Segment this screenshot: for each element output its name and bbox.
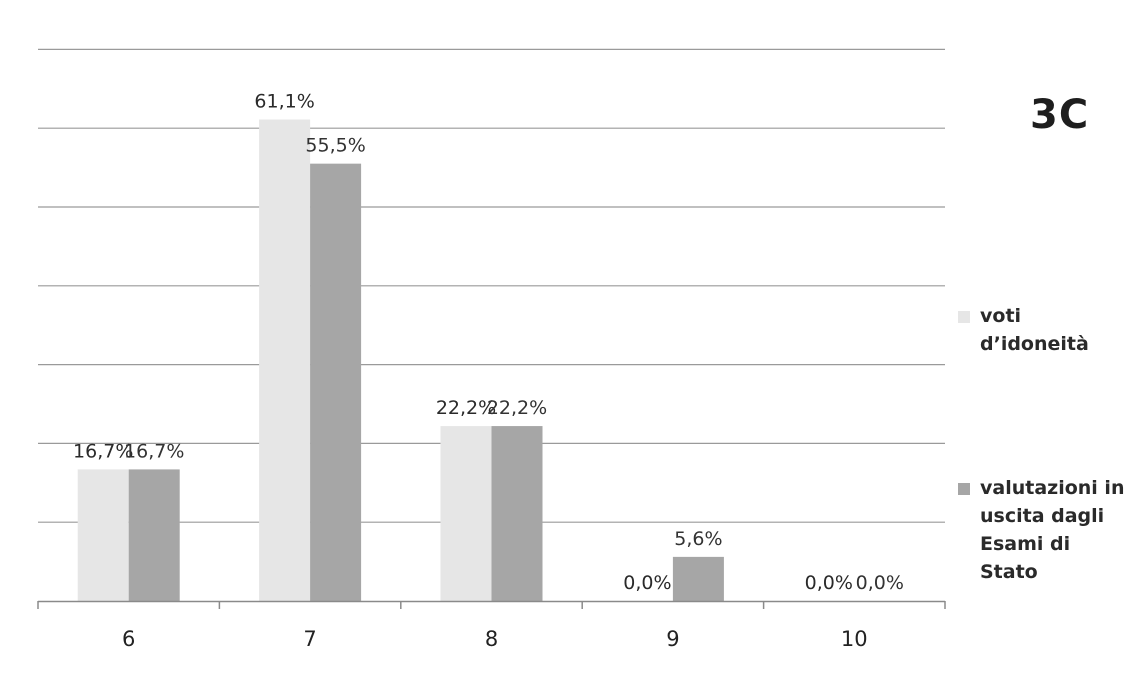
x-tick-label: 9 xyxy=(666,627,679,651)
bars xyxy=(77,119,724,602)
x-tick-label: 7 xyxy=(303,627,316,651)
data-label: 0,0% xyxy=(805,572,853,594)
data-label: 55,5% xyxy=(305,135,365,157)
bar xyxy=(672,556,724,601)
bar xyxy=(128,469,180,601)
x-tick-label: 10 xyxy=(841,627,868,651)
bar xyxy=(310,163,362,601)
data-label: 0,0% xyxy=(623,572,671,594)
data-label: 0,0% xyxy=(856,572,904,594)
chart-title: 3C xyxy=(1030,92,1090,138)
bar xyxy=(440,426,492,601)
legend-swatch-valutazioni xyxy=(958,483,970,495)
legend-label: valutazioni in uscita dagli Esami di Sta… xyxy=(980,477,1125,583)
data-labels: 16,7%16,7%61,1%55,5%22,2%22,2%0,0%5,6%0,… xyxy=(73,91,904,594)
data-label: 16,7% xyxy=(124,440,184,462)
data-label: 61,1% xyxy=(254,91,314,113)
data-label: 16,7% xyxy=(73,440,133,462)
legend-item-voti-idoneita: voti d’idoneità xyxy=(958,302,1108,358)
bar xyxy=(259,119,311,602)
x-tick-labels: 6 7 8 9 10 xyxy=(122,627,868,651)
bar xyxy=(77,469,129,601)
legend-item-valutazioni: valutazioni in uscita dagli Esami di Sta… xyxy=(958,474,1133,586)
data-label: 22,2% xyxy=(436,397,496,419)
x-axis xyxy=(37,600,946,609)
data-label: 5,6% xyxy=(674,528,722,550)
gridlines xyxy=(38,48,945,523)
data-label: 22,2% xyxy=(487,397,547,419)
legend-label: voti d’idoneità xyxy=(980,305,1089,355)
x-tick-label: 8 xyxy=(485,627,498,651)
bar xyxy=(491,426,543,601)
legend-swatch-voti-idoneita xyxy=(958,311,970,323)
x-tick-label: 6 xyxy=(122,627,135,651)
